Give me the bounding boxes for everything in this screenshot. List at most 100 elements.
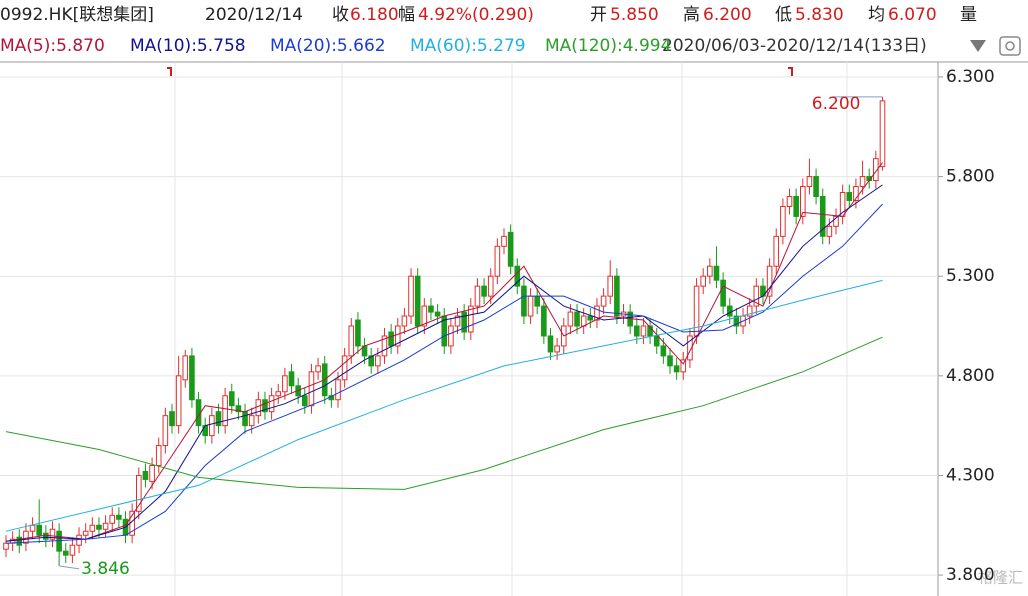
candle-body: [687, 335, 693, 361]
candle-body: [826, 225, 833, 237]
candle-body: [102, 522, 109, 530]
y-tick-label: 5.300: [946, 266, 995, 286]
candle-body: [846, 192, 853, 201]
candle-body: [202, 425, 208, 437]
candle-body: [806, 176, 813, 188]
ma-line: [5, 203, 883, 544]
ma-line: [5, 184, 883, 542]
candle-body: [428, 305, 434, 313]
candle-body: [242, 411, 248, 427]
candle-body: [733, 315, 740, 327]
candle-body: [109, 514, 116, 524]
candle-body: [833, 215, 839, 227]
candle-body: [873, 158, 879, 182]
candle-body: [355, 319, 361, 347]
candle-body: [800, 186, 806, 217]
candle-body: [660, 345, 667, 357]
candle-body: [853, 186, 859, 201]
candle-body: [401, 315, 408, 327]
candle-body: [494, 245, 501, 277]
candle-body: [248, 415, 255, 427]
candle-body: [541, 305, 547, 337]
candle-body: [228, 391, 235, 407]
candle-body: [554, 345, 560, 353]
ma-line: [5, 336, 883, 490]
settings-icon[interactable]: [999, 36, 1021, 56]
y-tick-label: 5.800: [946, 167, 995, 187]
legend-entry: MA(5):5.870: [0, 36, 105, 56]
candle-body: [414, 275, 421, 327]
candle-body: [381, 335, 388, 357]
date: 2020/12/14: [205, 5, 303, 25]
ma-line: [5, 162, 883, 542]
candle-body: [3, 542, 9, 550]
candle-body: [142, 470, 149, 480]
candle-body: [521, 285, 527, 317]
candle-body: [580, 315, 587, 327]
candle-body: [819, 195, 826, 237]
candle-body: [481, 285, 487, 297]
dropdown-arrow[interactable]: [970, 40, 986, 52]
candle-body: [209, 415, 215, 437]
avg-label: 均: [868, 5, 885, 25]
candle-body: [155, 445, 162, 466]
candle-body: [707, 265, 713, 277]
candle-body: [215, 411, 222, 427]
candle-body: [136, 474, 142, 512]
candle-body: [653, 335, 660, 347]
candle-body: [726, 305, 733, 317]
min-arrow: [59, 565, 80, 570]
watermark: 格隆汇: [978, 569, 1023, 587]
candle-body: [474, 285, 481, 307]
symbol: 0992.HK[联想集团]: [0, 5, 154, 25]
candle-body: [879, 100, 886, 168]
candle-body: [388, 331, 394, 347]
candle-body: [149, 464, 155, 482]
y-tick-label: 3.800: [946, 565, 995, 585]
candle-body: [634, 325, 640, 337]
candle-body: [335, 379, 341, 401]
candle-body: [786, 195, 793, 207]
candle-body: [859, 176, 866, 188]
candle-body: [262, 399, 268, 413]
candle-body: [116, 514, 122, 520]
candle-body: [175, 375, 182, 427]
candle-body: [62, 550, 69, 556]
y-tick-label: 4.300: [946, 465, 995, 485]
candle-body: [43, 532, 49, 540]
candle-body: [222, 395, 228, 427]
candle-body: [713, 265, 720, 281]
candle-body: [693, 285, 700, 337]
candle-body: [282, 375, 288, 393]
open-value: 5.850: [610, 5, 659, 25]
candle-body: [89, 524, 96, 532]
candle-body: [514, 265, 521, 287]
candle-body: [527, 295, 534, 317]
candle-body: [189, 355, 195, 401]
candle-body: [547, 335, 554, 353]
candle-body: [507, 231, 514, 267]
candle-body: [780, 205, 786, 237]
candle-body: [667, 355, 673, 367]
candle-body: [162, 415, 169, 447]
candle-body: [69, 544, 76, 556]
date-range: 2020/06/03-2020/12/14(133日): [662, 36, 927, 56]
high-label: 高: [683, 5, 700, 25]
ma-line: [5, 279, 883, 532]
candle-body: [594, 305, 600, 321]
period-marker: [167, 67, 172, 76]
close-value: 6.180: [350, 5, 399, 25]
legend-entry: MA(20):5.662: [270, 36, 386, 56]
candle-body: [501, 235, 507, 247]
candle-body: [348, 325, 355, 357]
candle-body: [434, 311, 441, 317]
candle-body: [169, 411, 175, 427]
vertical-grid: [174, 62, 848, 596]
max-annotation: 6.200: [812, 94, 861, 114]
candle-body: [766, 265, 773, 297]
candle-body: [275, 391, 282, 397]
candle-body: [614, 275, 620, 317]
legend-entry: MA(10):5.758: [130, 36, 246, 56]
candle-body: [36, 524, 43, 536]
candle-body: [421, 305, 428, 327]
